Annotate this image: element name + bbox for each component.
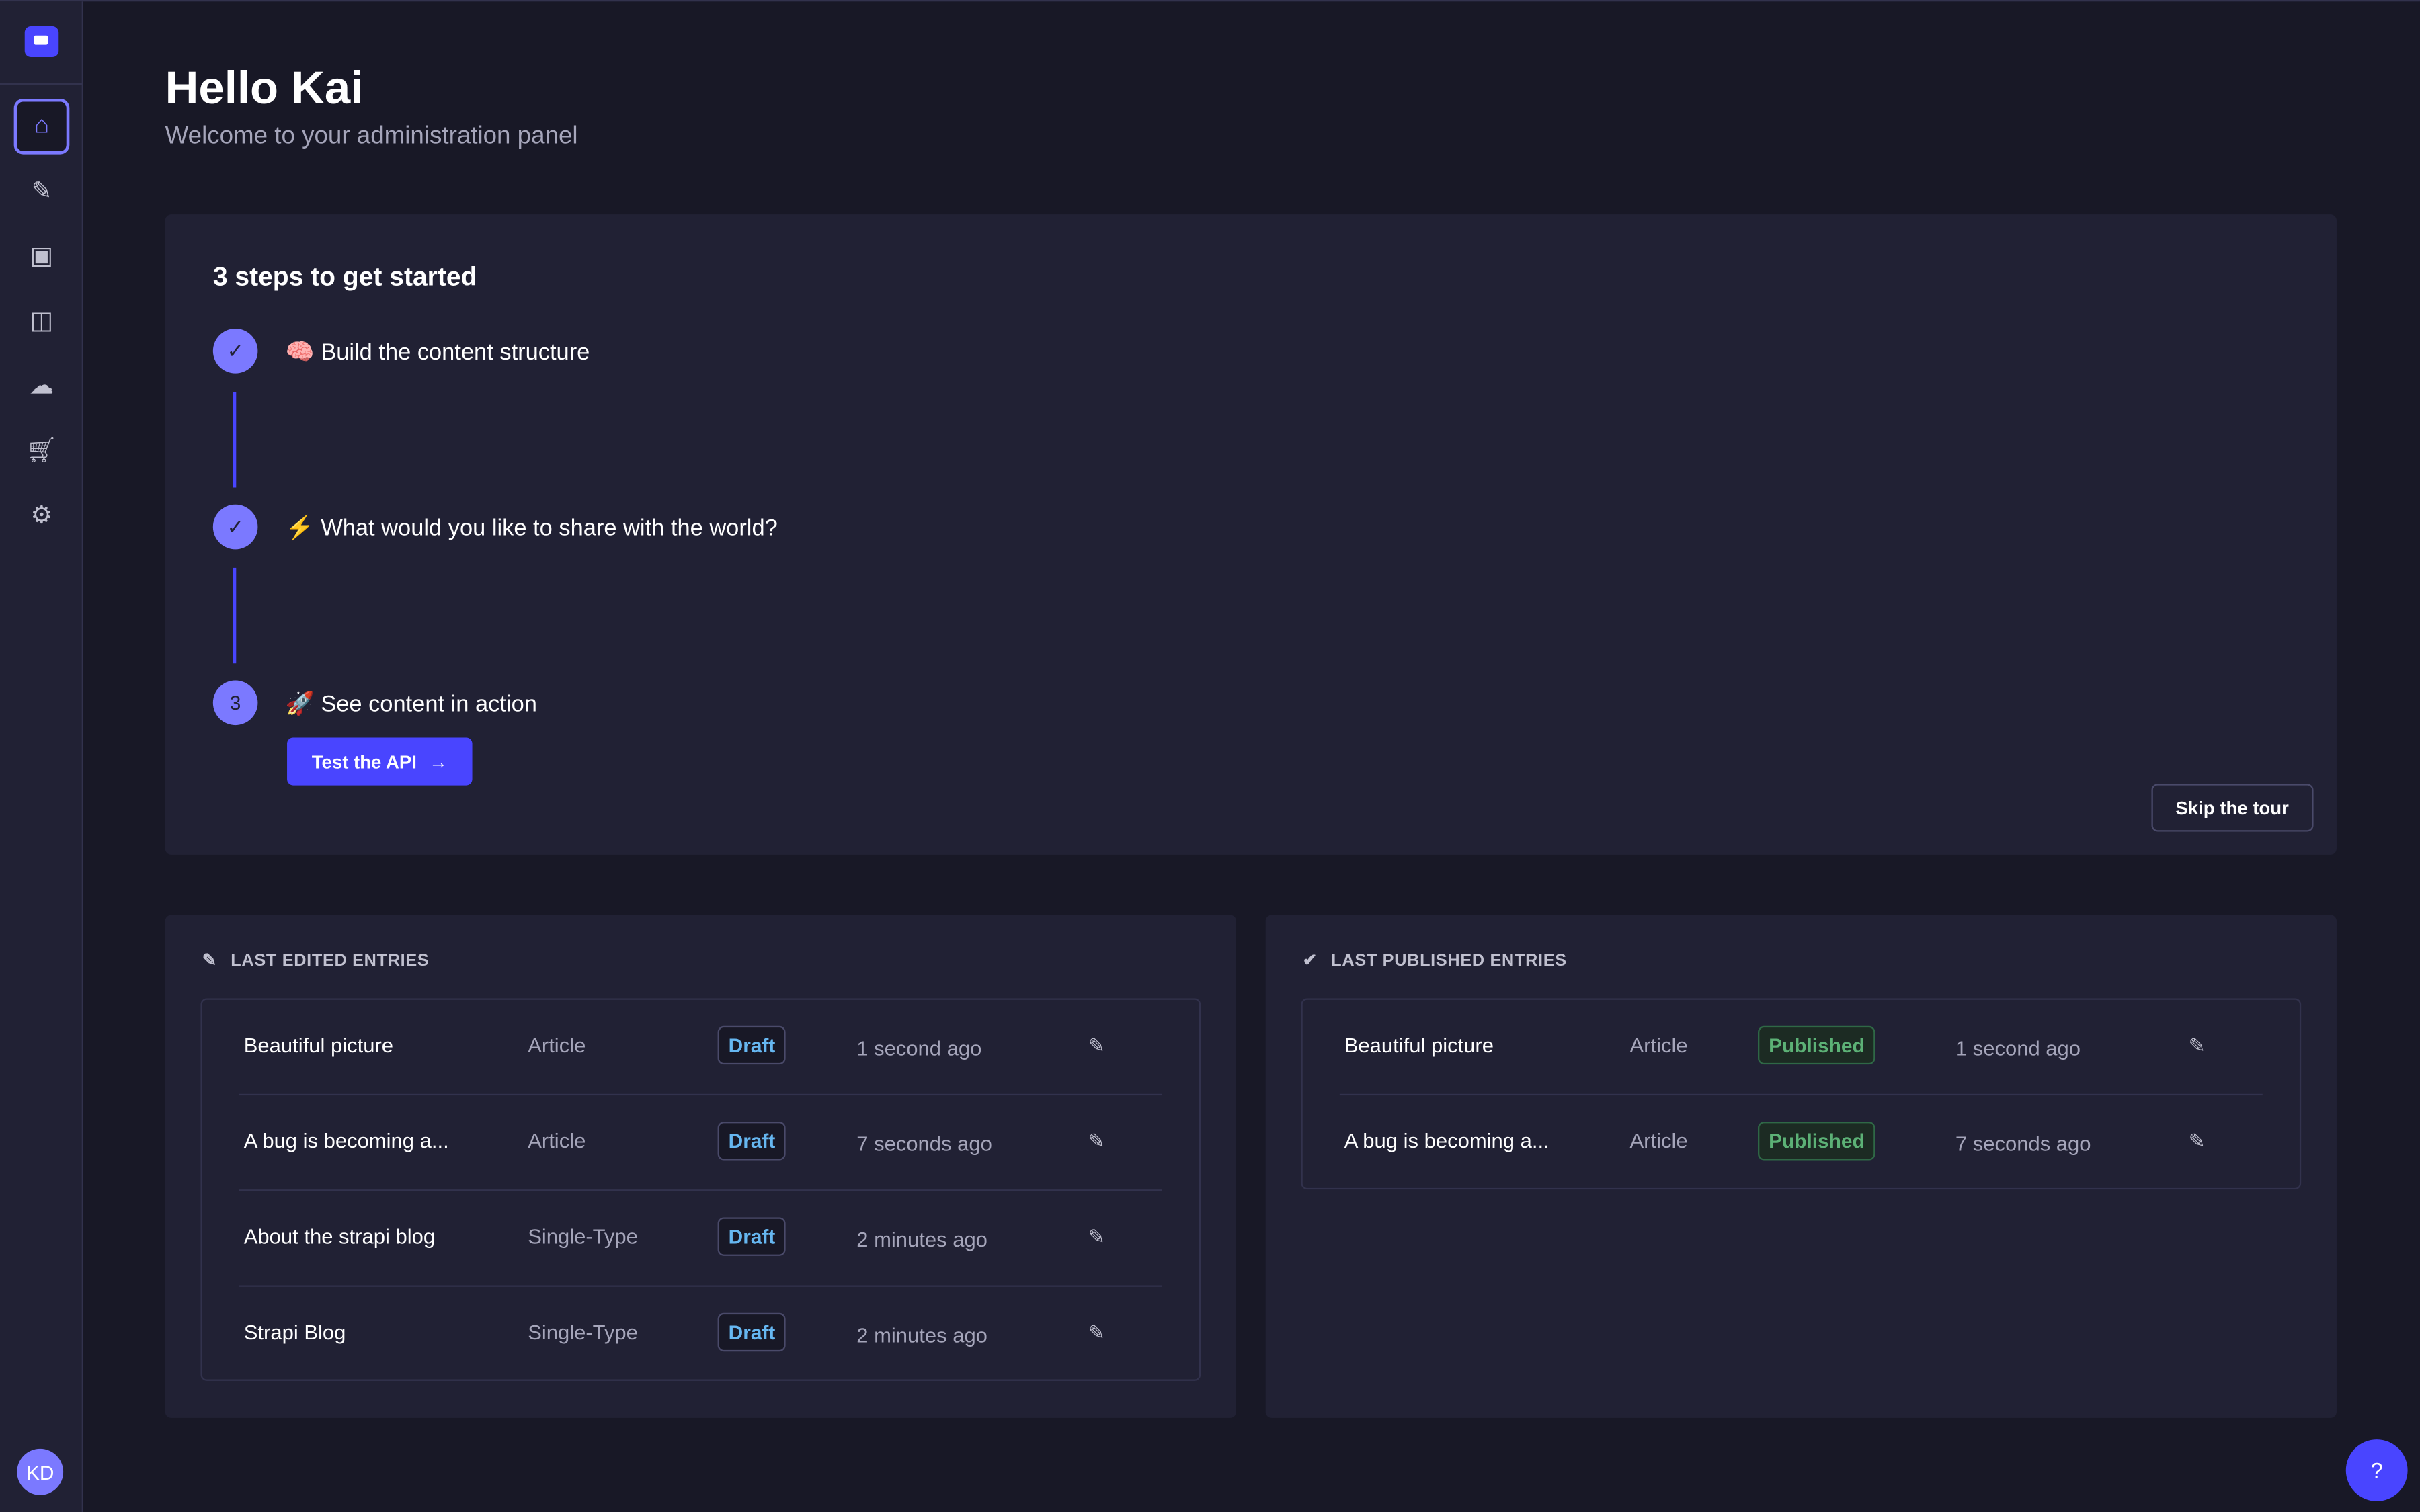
skip-tour-button[interactable]: Skip the tour	[2150, 784, 2314, 832]
edit-icon[interactable]: ✎	[2188, 1034, 2206, 1057]
edit-icon[interactable]: ✎	[1088, 1034, 1105, 1057]
entry-type: Article	[528, 1129, 586, 1153]
table-row[interactable]: About the strapi blog Single-Type Draft 2 m…	[239, 1191, 1162, 1287]
edit-icon[interactable]: ✎	[2188, 1129, 2206, 1153]
cart-icon: 🛒︎	[26, 438, 58, 465]
step-2[interactable]: ⚡ What would you like to share with the …	[286, 514, 778, 542]
nav-content-type-builder[interactable]: ◫	[14, 293, 70, 349]
table-row[interactable]: Beautiful picture Article Published 1 secon…	[1339, 1000, 2263, 1096]
status-badge: Published	[1758, 1122, 1876, 1161]
entry-type: Single-Type	[528, 1224, 638, 1249]
lightning-icon: ⚡	[285, 515, 315, 542]
last-published-panel: ✔ LAST PUBLISHED ENTRIES Beautiful pictur…	[1265, 915, 2337, 1418]
rocket-icon: 🚀	[285, 691, 315, 718]
edit-icon[interactable]: ✎	[1088, 1224, 1105, 1249]
entry-time: 2 minutes ago	[856, 1228, 987, 1251]
step-1[interactable]: 🧠 Build the content structure	[286, 338, 590, 366]
panel-title: LAST EDITED ENTRIES	[231, 951, 430, 970]
entry-time: 1 second ago	[856, 1036, 982, 1060]
media-icon: ▣	[30, 243, 54, 270]
step-3-label: See content in action	[321, 691, 537, 718]
step-1-label: Build the content structure	[321, 339, 590, 366]
entry-name: Beautiful picture	[1344, 1034, 1494, 1057]
strapi-logo[interactable]	[24, 26, 59, 57]
edit-icon[interactable]: ✎	[1088, 1129, 1105, 1153]
step-1-check: ✓	[212, 329, 258, 374]
page-title: Hello Kai	[165, 63, 364, 114]
status-badge: Draft	[717, 1312, 787, 1352]
test-api-button[interactable]: Test the API →	[287, 737, 473, 786]
page-subtitle: Welcome to your administration panel	[165, 123, 578, 150]
entry-name: A bug is becoming a...	[243, 1129, 449, 1153]
step-3[interactable]: 🚀 See content in action	[285, 689, 537, 718]
last-edited-panel: ✎ LAST EDITED ENTRIES Beautiful picture Ar…	[165, 915, 1237, 1418]
entry-type: Article	[1629, 1034, 1688, 1057]
feather-icon: ✎	[31, 179, 52, 206]
divider	[0, 83, 83, 85]
nav-content-manager[interactable]: ✎	[14, 163, 70, 219]
entry-name: A bug is becoming a...	[1344, 1129, 1549, 1153]
step-3-number: 3	[212, 680, 258, 726]
brain-icon: 🧠	[285, 339, 315, 366]
table-row[interactable]: Strapi Blog Single-Type Draft 2 minutes ago…	[239, 1287, 1162, 1382]
entry-type: Article	[1629, 1129, 1688, 1153]
status-badge: Published	[1758, 1025, 1876, 1065]
step-2-label: What would you like to share with the wo…	[321, 515, 778, 542]
steps-title: 3 steps to get started	[212, 262, 477, 292]
entry-type: Article	[528, 1034, 586, 1057]
nav-home[interactable]: ⌂	[13, 98, 70, 155]
table-row[interactable]: A bug is becoming a... Article Published 7 …	[1340, 1095, 2263, 1191]
entry-time: 1 second ago	[1955, 1036, 2081, 1060]
gear-icon: ⚙	[30, 503, 53, 530]
test-api-label: Test the API	[311, 750, 417, 773]
status-badge: Draft	[717, 1025, 787, 1065]
entry-name: Strapi Blog	[243, 1320, 346, 1344]
last-edited-table: Beautiful picture Article Draft 1 second ag…	[200, 998, 1201, 1382]
arrow-right-icon: →	[429, 750, 448, 773]
entry-time: 7 seconds ago	[1955, 1132, 2091, 1156]
help-button[interactable]: ?	[2345, 1439, 2408, 1501]
sidebar: ⌂ ✎ ▣ ◫ ☁ 🛒︎ ⚙ KD	[0, 1, 83, 1512]
pencil-icon: ✎	[202, 952, 217, 971]
step-connector	[233, 392, 237, 488]
step-2-check: ✓	[212, 504, 258, 550]
nav-settings[interactable]: ⚙	[14, 488, 70, 544]
avatar[interactable]: KD	[17, 1448, 64, 1495]
check-circle-icon: ✔	[1302, 952, 1318, 971]
panel-title: LAST PUBLISHED ENTRIES	[1331, 951, 1567, 970]
status-badge: Draft	[717, 1217, 787, 1256]
edit-icon[interactable]: ✎	[1088, 1320, 1105, 1344]
cloud-icon: ☁	[29, 373, 54, 400]
nav-marketplace[interactable]: 🛒︎	[14, 423, 70, 478]
table-row[interactable]: Beautiful picture Article Draft 1 second ag…	[239, 1000, 1162, 1096]
guided-tour-card: 3 steps to get started ✓ 🧠 Build the con…	[165, 214, 2337, 855]
entry-name: About the strapi blog	[243, 1224, 436, 1249]
table-row[interactable]: A bug is becoming a... Article Draft 7 seco…	[239, 1095, 1162, 1191]
entry-time: 2 minutes ago	[856, 1323, 987, 1347]
entry-time: 7 seconds ago	[856, 1132, 992, 1156]
layout-icon: ◫	[30, 308, 54, 335]
last-published-table: Beautiful picture Article Published 1 secon…	[1301, 998, 2302, 1191]
entry-name: Beautiful picture	[243, 1034, 394, 1057]
question-icon: ?	[2370, 1458, 2383, 1483]
entry-type: Single-Type	[528, 1320, 638, 1344]
nav-cloud[interactable]: ☁	[14, 358, 70, 414]
step-connector	[233, 567, 237, 664]
status-badge: Draft	[717, 1122, 787, 1161]
nav-media-library[interactable]: ▣	[14, 228, 70, 284]
home-icon: ⌂	[34, 112, 50, 139]
